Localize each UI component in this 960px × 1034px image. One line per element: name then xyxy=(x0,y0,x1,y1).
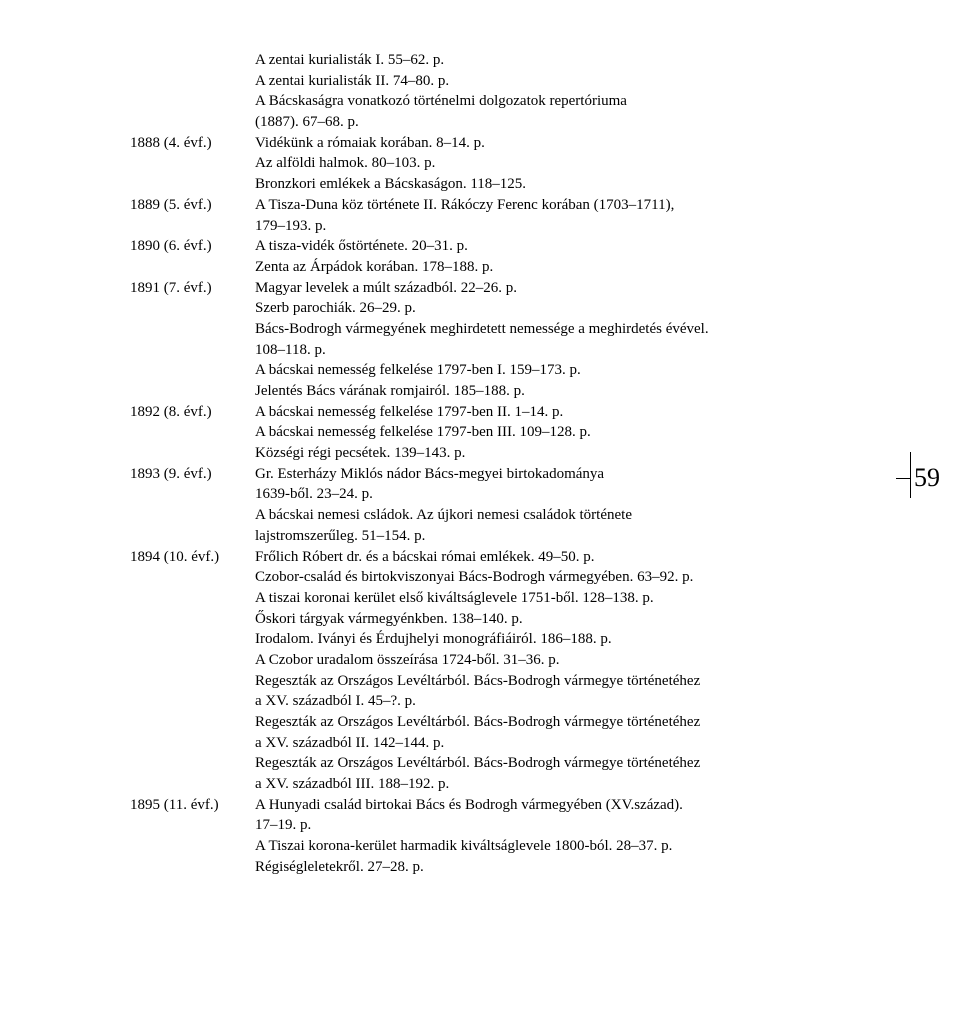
entry-content: 179–193. p. xyxy=(255,216,890,237)
entry-label: 1894 (10. évf.) xyxy=(130,547,255,568)
entry-row: 179–193. p. xyxy=(130,216,890,237)
entry-content: Gr. Esterházy Miklós nádor Bács-megyei b… xyxy=(255,464,890,485)
entry-content: Régiségleletekről. 27–28. p. xyxy=(255,857,890,878)
entry-row: A bácskai nemesi csládok. Az újkori neme… xyxy=(130,505,890,526)
entry-content: A Czobor uradalom összeírása 1724-ből. 3… xyxy=(255,650,890,671)
entry-label: 1889 (5. évf.) xyxy=(130,195,255,216)
entry-content: Regeszták az Országos Levéltárból. Bács-… xyxy=(255,753,890,774)
entry-row: A zentai kurialisták I. 55–62. p. xyxy=(130,50,890,71)
entry-content: Bronzkori emlékek a Bácskaságon. 118–125… xyxy=(255,174,890,195)
entry-row: Bronzkori emlékek a Bácskaságon. 118–125… xyxy=(130,174,890,195)
entry-label: 1892 (8. évf.) xyxy=(130,402,255,423)
entry-content: Őskori tárgyak vármegyénkben. 138–140. p… xyxy=(255,609,890,630)
entry-row: 17–19. p. xyxy=(130,815,890,836)
entry-content: A Tiszai korona-kerület harmadik kiválts… xyxy=(255,836,890,857)
entry-label: 1893 (9. évf.) xyxy=(130,464,255,485)
entry-row: Az alföldi halmok. 80–103. p. xyxy=(130,153,890,174)
entry-row: A bácskai nemesség felkelése 1797-ben I.… xyxy=(130,360,890,381)
entry-row: Régiségleletekről. 27–28. p. xyxy=(130,857,890,878)
entry-row: Jelentés Bács várának romjairól. 185–188… xyxy=(130,381,890,402)
entries-list: A zentai kurialisták I. 55–62. p.A zenta… xyxy=(130,50,890,878)
document-page: A zentai kurialisták I. 55–62. p.A zenta… xyxy=(0,0,960,918)
entry-row: A Czobor uradalom összeírása 1724-ből. 3… xyxy=(130,650,890,671)
entry-content: Frőlich Róbert dr. és a bácskai római em… xyxy=(255,547,890,568)
entry-label: 1888 (4. évf.) xyxy=(130,133,255,154)
entry-row: Irodalom. Iványi és Érdujhelyi monográfi… xyxy=(130,629,890,650)
entry-row: Regeszták az Országos Levéltárból. Bács-… xyxy=(130,712,890,733)
entry-row: a XV. századból II. 142–144. p. xyxy=(130,733,890,754)
page-number: 59 xyxy=(914,460,940,496)
entry-content: A bácskai nemesi csládok. Az újkori neme… xyxy=(255,505,890,526)
entry-row: Regeszták az Országos Levéltárból. Bács-… xyxy=(130,753,890,774)
entry-row: 1891 (7. évf.)Magyar levelek a múlt száz… xyxy=(130,278,890,299)
entry-content: Az alföldi halmok. 80–103. p. xyxy=(255,153,890,174)
entry-label: 1895 (11. évf.) xyxy=(130,795,255,816)
entry-content: A zentai kurialisták II. 74–80. p. xyxy=(255,71,890,92)
entry-content: Vidékünk a rómaiak korában. 8–14. p. xyxy=(255,133,890,154)
entry-content: Regeszták az Országos Levéltárból. Bács-… xyxy=(255,712,890,733)
entry-row: Szerb parochiák. 26–29. p. xyxy=(130,298,890,319)
entry-content: A Hunyadi család birtokai Bács és Bodrog… xyxy=(255,795,890,816)
entry-row: 1895 (11. évf.)A Hunyadi család birtokai… xyxy=(130,795,890,816)
entry-content: Bács-Bodrogh vármegyének meghirdetett ne… xyxy=(255,319,890,340)
entry-content: A Tisza-Duna köz története II. Rákóczy F… xyxy=(255,195,890,216)
entry-content: lajstromszerűleg. 51–154. p. xyxy=(255,526,890,547)
entry-content: a XV. századból II. 142–144. p. xyxy=(255,733,890,754)
entry-row: 1890 (6. évf.)A tisza-vidék őstörténete.… xyxy=(130,236,890,257)
entry-content: Jelentés Bács várának romjairól. 185–188… xyxy=(255,381,890,402)
entry-row: 108–118. p. xyxy=(130,340,890,361)
entry-row: 1894 (10. évf.)Frőlich Róbert dr. és a b… xyxy=(130,547,890,568)
entry-row: A Bácskaságra vonatkozó történelmi dolgo… xyxy=(130,91,890,112)
entry-row: a XV. századból III. 188–192. p. xyxy=(130,774,890,795)
entry-content: 17–19. p. xyxy=(255,815,890,836)
entry-label: 1891 (7. évf.) xyxy=(130,278,255,299)
entry-row: 1888 (4. évf.)Vidékünk a rómaiak korában… xyxy=(130,133,890,154)
entry-content: Regeszták az Országos Levéltárból. Bács-… xyxy=(255,671,890,692)
entry-content: Szerb parochiák. 26–29. p. xyxy=(255,298,890,319)
entry-row: a XV. századból I. 45–?. p. xyxy=(130,691,890,712)
entry-row: A bácskai nemesség felkelése 1797-ben II… xyxy=(130,422,890,443)
entry-content: a XV. századból III. 188–192. p. xyxy=(255,774,890,795)
entry-row: (1887). 67–68. p. xyxy=(130,112,890,133)
entry-row: Őskori tárgyak vármegyénkben. 138–140. p… xyxy=(130,609,890,630)
entry-row: lajstromszerűleg. 51–154. p. xyxy=(130,526,890,547)
entry-content: A bácskai nemesség felkelése 1797-ben II… xyxy=(255,402,890,423)
entry-content: Magyar levelek a múlt századból. 22–26. … xyxy=(255,278,890,299)
entry-row: Regeszták az Országos Levéltárból. Bács-… xyxy=(130,671,890,692)
entry-row: 1889 (5. évf.)A Tisza-Duna köz története… xyxy=(130,195,890,216)
entry-content: 1639-ből. 23–24. p. xyxy=(255,484,890,505)
entry-row: A zentai kurialisták II. 74–80. p. xyxy=(130,71,890,92)
entry-row: A tiszai koronai kerület első kiváltságl… xyxy=(130,588,890,609)
entry-content: A tisza-vidék őstörténete. 20–31. p. xyxy=(255,236,890,257)
entry-content: A bácskai nemesség felkelése 1797-ben II… xyxy=(255,422,890,443)
entry-content: Czobor-család és birtokviszonyai Bács-Bo… xyxy=(255,567,890,588)
entry-row: 1893 (9. évf.)Gr. Esterházy Miklós nádor… xyxy=(130,464,890,485)
entry-content: A Bácskaságra vonatkozó történelmi dolgo… xyxy=(255,91,890,112)
entry-label: 1890 (6. évf.) xyxy=(130,236,255,257)
entry-row: Községi régi pecsétek. 139–143. p. xyxy=(130,443,890,464)
entry-content: Irodalom. Iványi és Érdujhelyi monográfi… xyxy=(255,629,890,650)
entry-content: a XV. századból I. 45–?. p. xyxy=(255,691,890,712)
entry-content: A bácskai nemesség felkelése 1797-ben I.… xyxy=(255,360,890,381)
entry-row: Bács-Bodrogh vármegyének meghirdetett ne… xyxy=(130,319,890,340)
entry-content: 108–118. p. xyxy=(255,340,890,361)
entry-row: 1639-ből. 23–24. p. xyxy=(130,484,890,505)
entry-row: 1892 (8. évf.)A bácskai nemesség felkelé… xyxy=(130,402,890,423)
entry-row: A Tiszai korona-kerület harmadik kiválts… xyxy=(130,836,890,857)
entry-content: Községi régi pecsétek. 139–143. p. xyxy=(255,443,890,464)
entry-content: A tiszai koronai kerület első kiváltságl… xyxy=(255,588,890,609)
entry-row: Czobor-család és birtokviszonyai Bács-Bo… xyxy=(130,567,890,588)
entry-content: A zentai kurialisták I. 55–62. p. xyxy=(255,50,890,71)
entry-content: (1887). 67–68. p. xyxy=(255,112,890,133)
entry-row: Zenta az Árpádok korában. 178–188. p. xyxy=(130,257,890,278)
entry-content: Zenta az Árpádok korában. 178–188. p. xyxy=(255,257,890,278)
